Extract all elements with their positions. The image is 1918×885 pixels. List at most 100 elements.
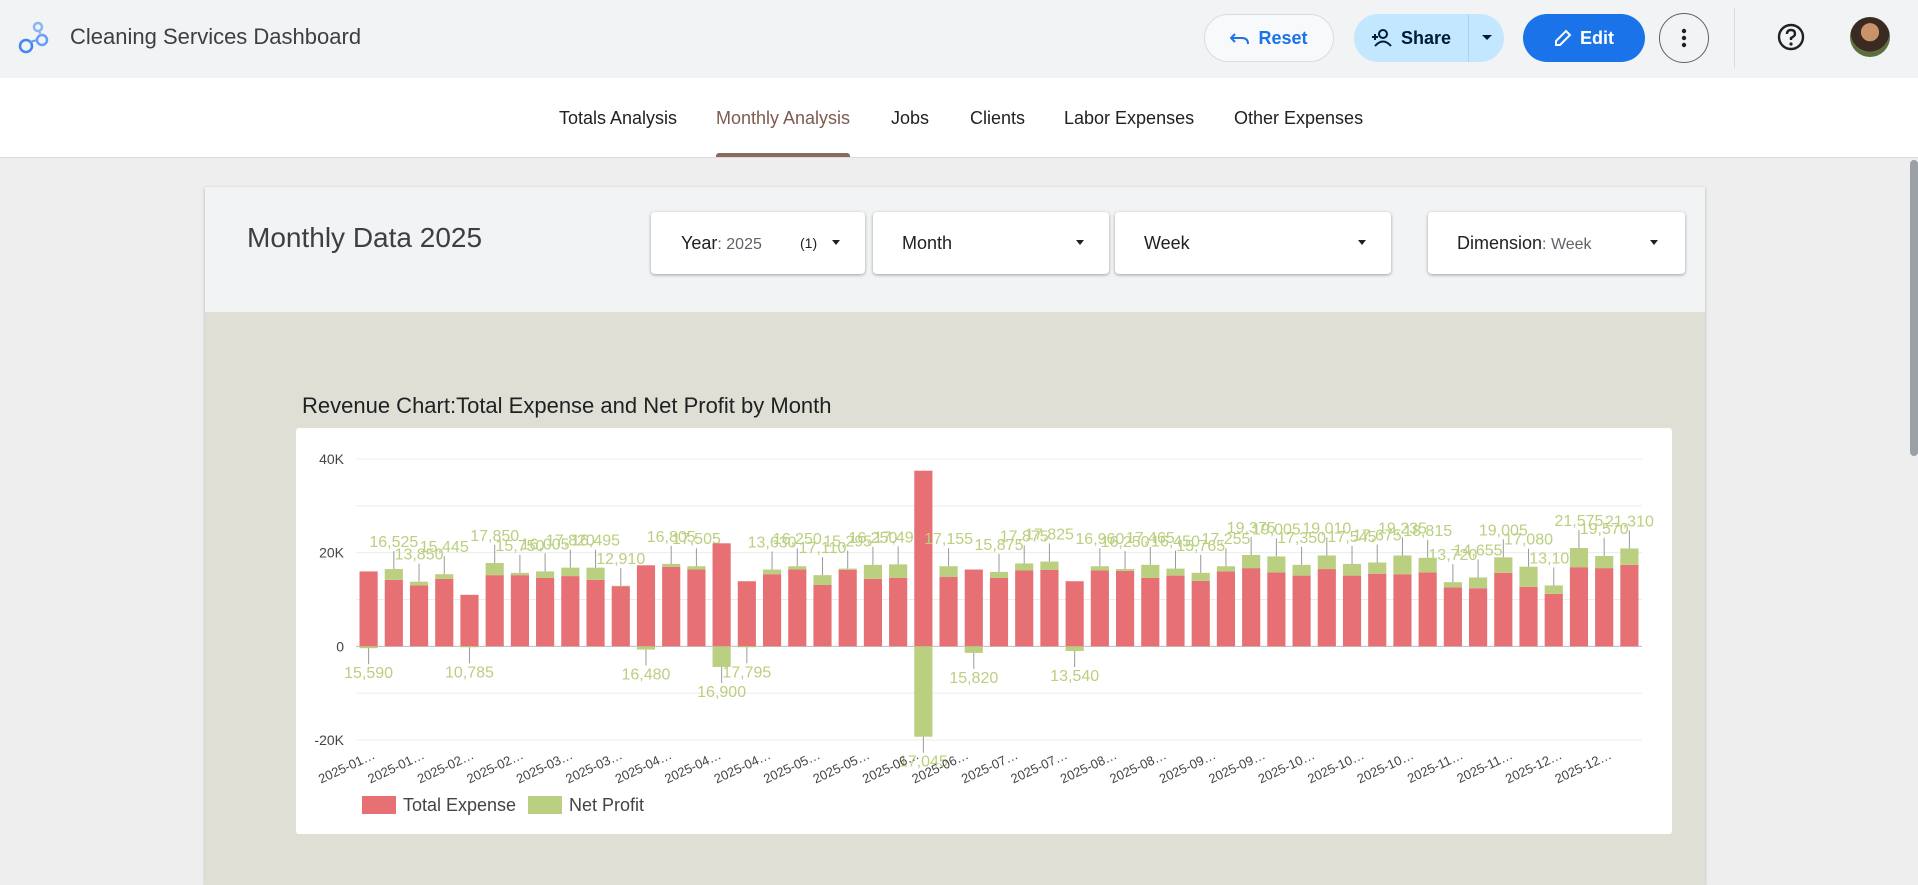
profit-bar xyxy=(1292,564,1311,576)
expense-bar xyxy=(1292,575,1311,647)
expense-bar xyxy=(1267,572,1286,647)
page-tabs: Totals Analysis Monthly Analysis Jobs Cl… xyxy=(0,78,1918,158)
caret-down-icon xyxy=(1481,35,1492,40)
user-avatar[interactable] xyxy=(1850,17,1890,57)
profit-bar xyxy=(762,569,782,575)
dimension-filter-label: Dimension xyxy=(1457,233,1543,253)
week-filter[interactable]: Week xyxy=(1115,212,1391,274)
data-label: 16,250 xyxy=(848,530,897,547)
expense-bar xyxy=(1569,567,1589,647)
expense-bar xyxy=(1141,577,1160,647)
tab-totals-analysis[interactable]: Totals Analysis xyxy=(559,108,678,128)
month-filter[interactable]: Month xyxy=(873,212,1109,274)
expense-bar xyxy=(611,585,630,647)
profit-bar xyxy=(1544,585,1563,594)
data-label: 17,490 xyxy=(874,529,923,546)
data-label: 17,545 xyxy=(1328,529,1377,546)
expense-bar xyxy=(838,569,857,647)
expense-bar xyxy=(1216,571,1236,647)
profit-bar xyxy=(989,571,1009,578)
report-header: Monthly Data 2025 Year: 2025 (1) Month W… xyxy=(205,187,1705,312)
data-label: 17,350 xyxy=(1277,530,1326,547)
y-tick-label: 40K xyxy=(319,451,345,467)
data-label: 15,295 xyxy=(823,534,872,551)
more-options-button[interactable] xyxy=(1659,13,1709,63)
profit-bar xyxy=(1065,646,1084,652)
data-label: 17,080 xyxy=(1504,532,1553,549)
week-filter-label: Week xyxy=(1144,233,1190,253)
data-label: 16,480 xyxy=(622,667,671,684)
month-filter-label: Month xyxy=(902,233,953,253)
tab-monthly-analysis[interactable]: Monthly Analysis xyxy=(716,108,851,128)
profit-bar xyxy=(838,568,857,570)
data-label: 17,255 xyxy=(1201,531,1250,548)
data-label: 17,505 xyxy=(672,531,721,548)
data-label: 16,450 xyxy=(1151,534,1200,551)
pencil-icon xyxy=(1555,29,1572,46)
share-button[interactable]: Share xyxy=(1354,14,1468,62)
expense-bar xyxy=(914,470,933,647)
data-label: 21,575 xyxy=(1554,513,1603,530)
profit-bar xyxy=(914,646,933,737)
profit-bar xyxy=(1519,566,1538,587)
dimension-filter[interactable]: Dimension: Week xyxy=(1428,212,1685,274)
data-label: 16,805 xyxy=(647,529,696,546)
profit-bar xyxy=(1595,555,1614,569)
data-label: 15,590 xyxy=(344,665,393,682)
tab-clients[interactable]: Clients xyxy=(970,108,1026,128)
data-label: 13,100 xyxy=(1529,550,1578,567)
data-label: 17,795 xyxy=(722,664,771,681)
expense-bar xyxy=(762,574,782,647)
x-tick-label: 2025-12… xyxy=(1552,747,1613,786)
profit-bar xyxy=(611,585,630,587)
reset-button[interactable]: Reset xyxy=(1204,14,1334,62)
data-label: 10,785 xyxy=(445,664,494,681)
data-label: 18,815 xyxy=(1403,523,1452,540)
expense-bar xyxy=(813,584,832,647)
expense-bar xyxy=(536,577,555,647)
expense-bar xyxy=(1090,570,1109,647)
profit-bar xyxy=(1393,555,1412,575)
expense-bar xyxy=(939,577,958,647)
profit-bar xyxy=(687,566,706,570)
page-scrollbar[interactable] xyxy=(1910,160,1918,456)
profit-bar xyxy=(1267,556,1286,573)
share-dropdown-button[interactable] xyxy=(1468,14,1504,62)
edit-button[interactable]: Edit xyxy=(1523,14,1645,62)
profit-bar xyxy=(1015,563,1034,571)
data-label: 17,465 xyxy=(1126,530,1175,547)
expense-bar xyxy=(409,585,429,647)
expense-bar xyxy=(384,579,403,647)
expense-bar xyxy=(1040,569,1059,647)
tab-labor-expenses[interactable]: Labor Expenses xyxy=(1064,108,1195,128)
year-filter[interactable]: Year: 2025 (1) xyxy=(651,212,865,274)
help-icon[interactable] xyxy=(1776,22,1806,52)
expense-bar xyxy=(460,594,479,647)
expense-bar xyxy=(989,577,1009,647)
top-bar: Cleaning Services Dashboard Reset Share … xyxy=(0,0,1918,78)
chart-title: Revenue Chart:Total Expense and Net Prof… xyxy=(302,393,832,418)
profit-bar xyxy=(737,646,756,648)
data-label: 13,630 xyxy=(748,535,797,552)
data-label: 19,570 xyxy=(1580,521,1629,538)
tab-jobs[interactable]: Jobs xyxy=(891,108,930,128)
tab-other-expenses[interactable]: Other Expenses xyxy=(1234,108,1364,128)
page-title: Monthly Data 2025 xyxy=(247,222,483,253)
profit-bar xyxy=(964,646,983,653)
legend-label-total-expense: Total Expense xyxy=(403,795,516,815)
expense-bar xyxy=(1544,593,1563,647)
expense-bar xyxy=(1317,569,1336,647)
y-tick-label: 20K xyxy=(319,545,345,561)
data-label: 12,910 xyxy=(596,551,645,568)
data-label: 17,825 xyxy=(1025,527,1074,544)
expense-bar xyxy=(1595,568,1614,647)
expense-bar xyxy=(510,575,529,647)
data-label: 16,495 xyxy=(571,533,620,550)
looker-studio-logo-icon xyxy=(18,21,49,54)
profit-bar xyxy=(586,567,605,580)
expense-bar xyxy=(1242,568,1261,647)
expense-bar xyxy=(1443,587,1462,647)
data-label: 15,820 xyxy=(949,670,998,687)
profit-bar xyxy=(1569,547,1589,568)
data-label: 19,375 xyxy=(1227,520,1276,537)
